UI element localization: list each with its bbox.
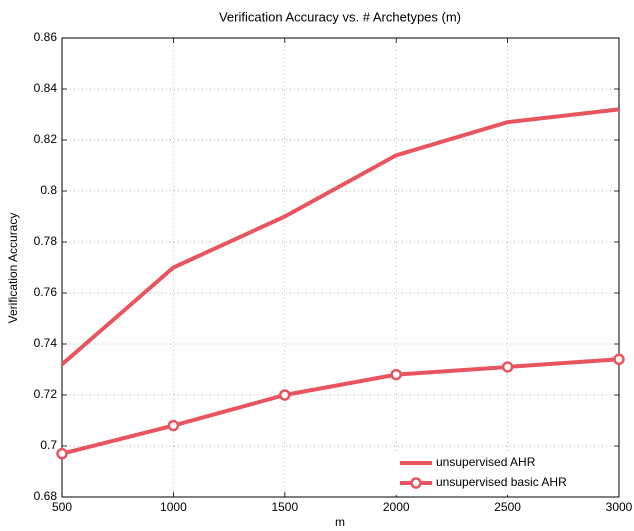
y-tick-label: 0.82 bbox=[34, 132, 58, 146]
x-tick-label: 3000 bbox=[606, 500, 633, 514]
y-tick-label: 0.78 bbox=[34, 234, 58, 248]
point bbox=[167, 419, 180, 432]
y-tick-label: 0.7 bbox=[40, 438, 57, 452]
legend-label: unsupervised basic AHR bbox=[436, 475, 567, 489]
plot-frame bbox=[61, 37, 620, 498]
series-line bbox=[60, 107, 620, 366]
x-tick-label: 1000 bbox=[160, 500, 187, 514]
legend-label: unsupervised AHR bbox=[436, 455, 536, 469]
y-tick-label: 0.76 bbox=[34, 285, 58, 299]
x-tick-label: 2500 bbox=[494, 500, 521, 514]
x-tick-label: 500 bbox=[52, 500, 72, 514]
point bbox=[279, 389, 291, 401]
y-axis-label: Verification Accuracy bbox=[6, 213, 20, 324]
x-tick-label: 1500 bbox=[271, 500, 298, 514]
x-axis-label: m bbox=[335, 515, 345, 529]
y-tick-label: 0.68 bbox=[34, 489, 58, 503]
legend-marker bbox=[410, 477, 422, 489]
y-tick-label: 0.86 bbox=[34, 30, 58, 44]
point bbox=[613, 353, 625, 366]
chart-title: Verification Accuracy vs. # Archetypes (… bbox=[219, 9, 461, 24]
legend-box bbox=[395, 451, 617, 495]
point bbox=[501, 361, 514, 373]
y-tick-label: 0.84 bbox=[34, 81, 58, 95]
series-line bbox=[61, 357, 620, 456]
point bbox=[390, 368, 402, 381]
y-tick-label: 0.8 bbox=[40, 183, 57, 197]
y-tick-label: 0.72 bbox=[34, 387, 58, 401]
x-tick-label: 2000 bbox=[383, 500, 410, 514]
y-tick-label: 0.74 bbox=[34, 336, 58, 350]
point bbox=[56, 447, 68, 460]
